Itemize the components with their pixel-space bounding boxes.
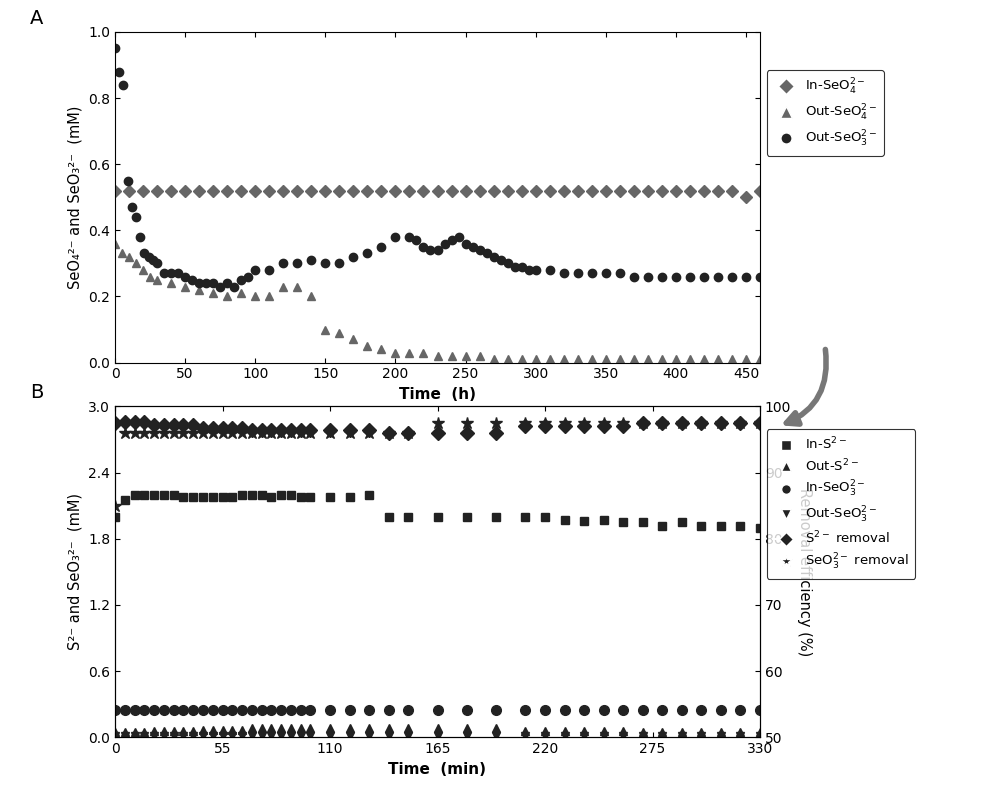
X-axis label: Time  (min): Time (min): [388, 762, 486, 776]
Text: B: B: [30, 383, 43, 402]
Text: A: A: [30, 9, 43, 28]
Y-axis label: SeO₄²⁻ and SeO₃²⁻  (mM): SeO₄²⁻ and SeO₃²⁻ (mM): [68, 105, 83, 289]
Legend: In-SeO$_4^{2-}$, Out-SeO$_4^{2-}$, Out-SeO$_3^{2-}$: In-SeO$_4^{2-}$, Out-SeO$_4^{2-}$, Out-S…: [767, 70, 884, 155]
Legend: In-S$^{2-}$, Out-S$^{2-}$, In-SeO$_3^{2-}$, Out-SeO$_3^{2-}$, S$^{2-}$ removal, : In-S$^{2-}$, Out-S$^{2-}$, In-SeO$_3^{2-…: [767, 429, 915, 579]
X-axis label: Time  (h): Time (h): [399, 387, 476, 402]
Y-axis label: S²⁻ and SeO₃²⁻  (mM): S²⁻ and SeO₃²⁻ (mM): [67, 493, 82, 650]
Y-axis label: Removal efficiency (%): Removal efficiency (%): [797, 488, 812, 656]
